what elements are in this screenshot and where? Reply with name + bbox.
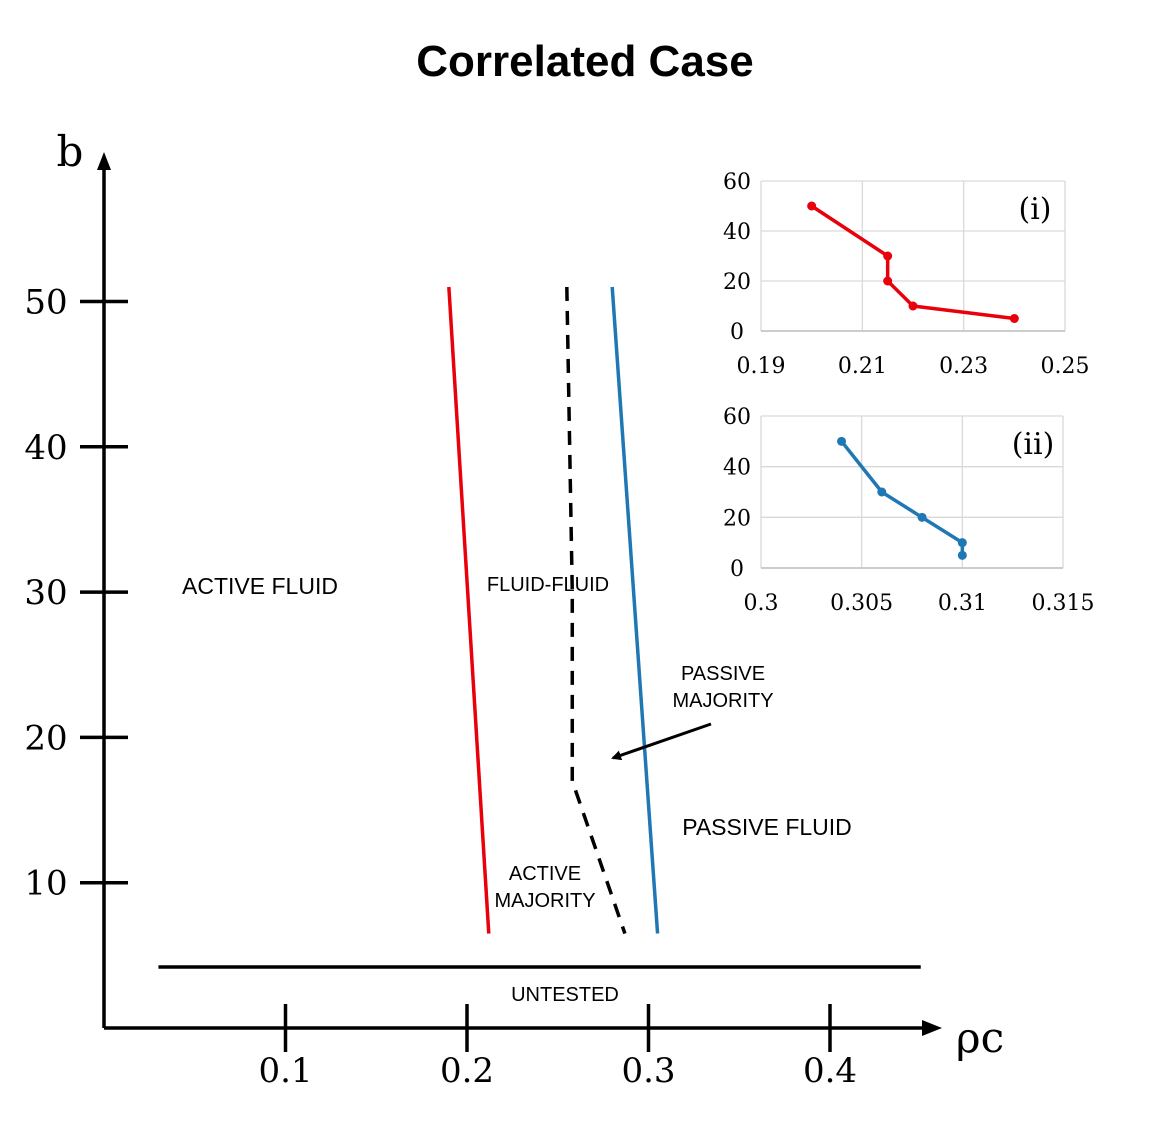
region-passive-fluid: PASSIVE FLUID bbox=[682, 814, 852, 840]
inset-data-point bbox=[908, 301, 918, 311]
x-tick-label: 0.1 bbox=[258, 1051, 312, 1091]
region-fluid-fluid: FLUID-FLUID bbox=[487, 574, 609, 596]
inset-x-tick-label: 0.25 bbox=[1041, 354, 1090, 379]
passive-majority-arrow bbox=[611, 722, 712, 761]
inset-data-point bbox=[807, 201, 817, 211]
inset-y-tick-label: 20 bbox=[723, 270, 751, 295]
inset-panel-label: (i) bbox=[1018, 192, 1051, 227]
inset-data-point bbox=[957, 538, 967, 548]
y-tick-label: 50 bbox=[24, 283, 67, 323]
inset-x-tick-label: 0.315 bbox=[1032, 591, 1095, 616]
inset-chart-1: 0 20 40 60 0.19 0.21 0.23 0.25 (i) bbox=[723, 170, 1089, 379]
inset-data-point bbox=[1009, 314, 1019, 323]
region-untested: UNTESTED bbox=[511, 984, 619, 1006]
x-tick-label: 0.2 bbox=[440, 1051, 494, 1091]
series-line-active-fluid-boundary bbox=[447, 286, 491, 934]
region-passive-majority-line2: MAJORITY bbox=[672, 690, 773, 712]
inset-y-tick-label: 60 bbox=[723, 405, 751, 430]
inset-data-point bbox=[957, 550, 967, 560]
inset-y-tick-label: 60 bbox=[723, 170, 751, 195]
inset-data-point bbox=[883, 276, 893, 286]
inset-data-point bbox=[917, 512, 927, 522]
inset-y-tick-label: 0 bbox=[730, 320, 744, 345]
y-tick-label: 20 bbox=[24, 718, 67, 758]
chart-title: Correlated Case bbox=[416, 37, 753, 86]
inset-series-line bbox=[840, 440, 965, 556]
y-tick-label: 10 bbox=[24, 864, 67, 904]
region-active-majority-line2: MAJORITY bbox=[494, 890, 595, 912]
x-tick-label: 0.3 bbox=[621, 1051, 675, 1091]
y-tick-label: 40 bbox=[24, 428, 67, 468]
x-tick-label: 0.4 bbox=[803, 1051, 857, 1091]
inset-x-tick-label: 0.305 bbox=[830, 591, 893, 616]
y-tick-label: 30 bbox=[24, 573, 67, 613]
inset-x-tick-label: 0.31 bbox=[938, 591, 987, 616]
region-active-majority-line1: ACTIVE bbox=[509, 863, 581, 885]
inset-y-tick-label: 40 bbox=[723, 220, 751, 245]
inset-y-tick-label: 20 bbox=[723, 506, 751, 531]
inset-x-tick-label: 0.21 bbox=[838, 354, 887, 379]
inset-data-point bbox=[877, 487, 887, 497]
x-axis-label: ρc bbox=[956, 1013, 1004, 1062]
inset-panel-label: (ii) bbox=[1012, 427, 1055, 462]
y-axis-label: b bbox=[57, 127, 84, 176]
series-line-passive-fluid-boundary bbox=[610, 286, 660, 934]
inset-chart-2: 0 20 40 60 0.3 0.305 0.31 0.315 (ii) bbox=[723, 405, 1094, 616]
inset-y-tick-label: 40 bbox=[723, 456, 751, 481]
inset-y-tick-label: 0 bbox=[730, 557, 744, 582]
y-axis-arrowhead bbox=[97, 152, 111, 170]
inset-data-point bbox=[837, 436, 847, 446]
region-active-fluid: ACTIVE FLUID bbox=[182, 573, 338, 599]
inset-data-point bbox=[883, 251, 893, 261]
inset-x-tick-label: 0.23 bbox=[939, 354, 988, 379]
region-passive-majority-line1: PASSIVE bbox=[681, 663, 765, 685]
x-axis-arrowhead bbox=[922, 1020, 942, 1036]
inset-x-tick-label: 0.19 bbox=[737, 354, 786, 379]
inset-x-tick-label: 0.3 bbox=[744, 591, 779, 616]
series-line-majority-boundary bbox=[565, 286, 627, 935]
